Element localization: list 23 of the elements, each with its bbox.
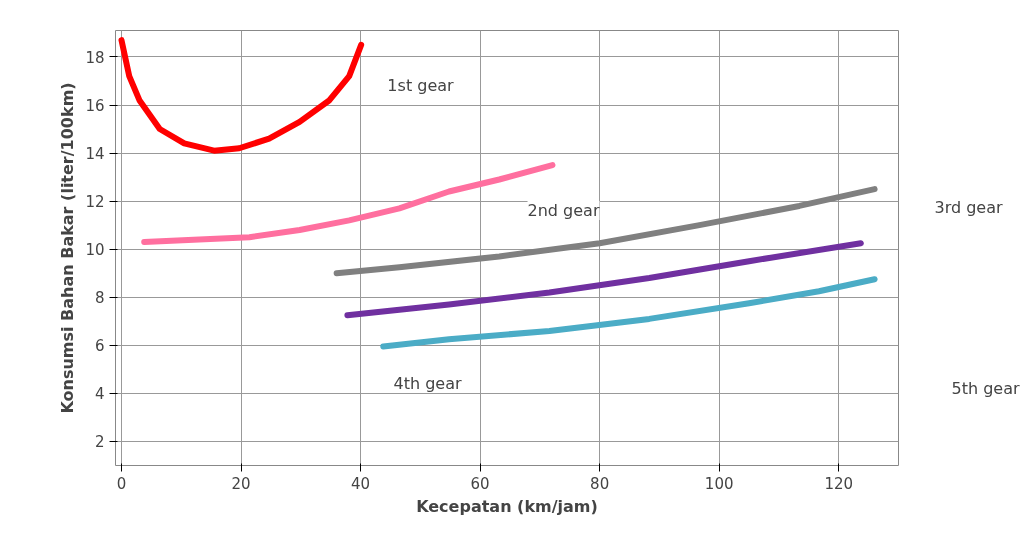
annotation: 4th gear: [393, 374, 462, 393]
x-axis-title: Kecepatan (km/jam): [416, 496, 598, 516]
x-tick-label: 60: [470, 474, 490, 493]
text: 3rd gear: [934, 198, 1003, 217]
y-tick-label: 12: [85, 193, 105, 212]
x-tick-label: 0: [116, 474, 127, 493]
annotation: 1st gear: [387, 76, 455, 95]
y-tick-label: 4: [94, 385, 105, 404]
y-axis-title: Konsumsi Bahan Bakar (liter/100km): [58, 82, 78, 414]
x-tick-label: 40: [351, 474, 371, 493]
x-tick-label: 120: [824, 474, 854, 493]
x-tick-label: 100: [704, 474, 734, 493]
annotation: 2nd gear: [527, 201, 600, 220]
y-tick-label: 10: [85, 241, 105, 260]
y-tick-label: 14: [85, 145, 105, 164]
y-tick-label: 16: [85, 97, 105, 115]
y-tick-label: 2: [94, 433, 105, 452]
text: 5th gear: [951, 379, 1020, 398]
y-tick-label: 6: [94, 337, 105, 356]
y-tick-label: 18: [85, 48, 105, 67]
y-tick-label: 8: [94, 289, 105, 308]
x-tick-label: 80: [590, 474, 610, 493]
x-tick-label: 20: [231, 474, 251, 493]
